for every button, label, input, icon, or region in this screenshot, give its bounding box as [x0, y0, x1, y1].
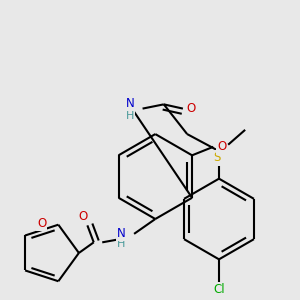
Text: N: N [125, 97, 134, 110]
Text: O: O [187, 102, 196, 115]
Text: H: H [126, 111, 134, 121]
Text: O: O [37, 217, 46, 230]
Text: Cl: Cl [213, 283, 225, 296]
Text: N: N [117, 227, 126, 240]
Text: O: O [79, 210, 88, 224]
Text: H: H [117, 239, 125, 250]
Text: O: O [217, 140, 226, 153]
Text: S: S [213, 151, 220, 164]
